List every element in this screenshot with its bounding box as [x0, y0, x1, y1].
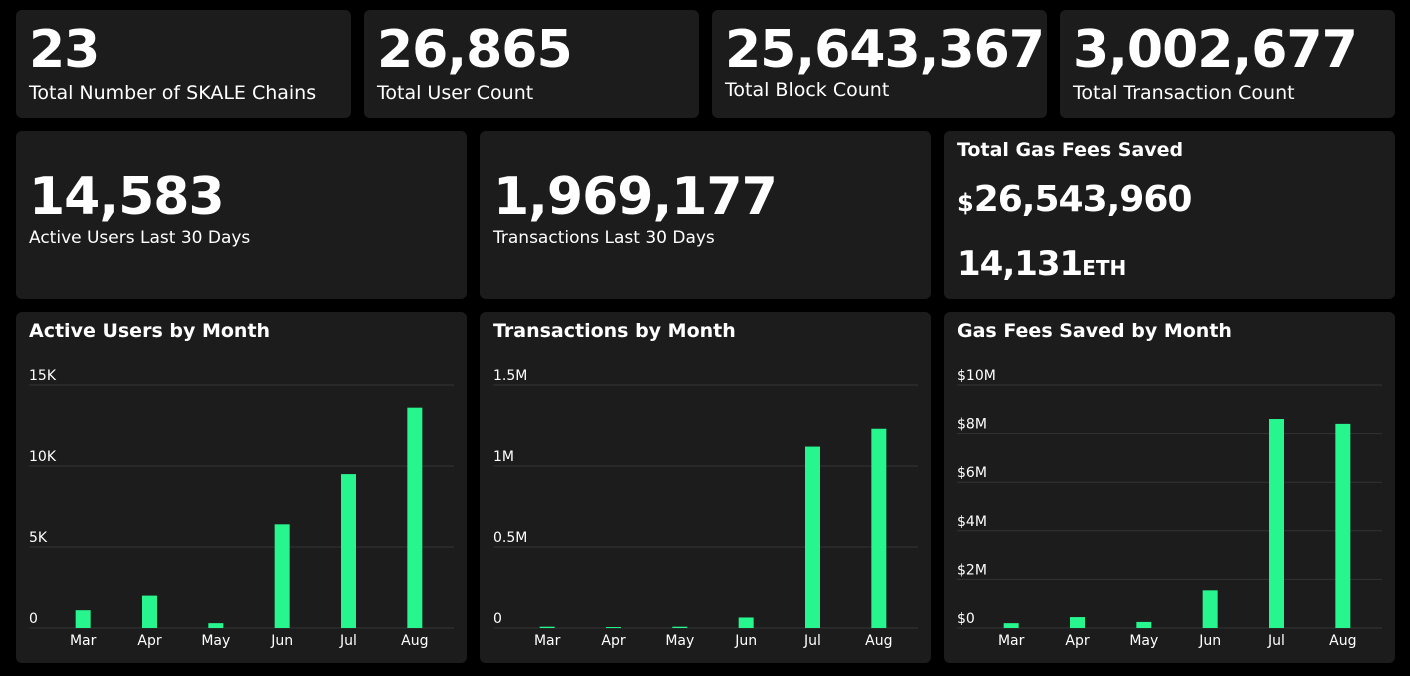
- stat-value-active-users-30d: 14,583: [29, 167, 225, 227]
- x-tick-label: Apr: [1065, 633, 1089, 649]
- chart-card-active-users: Active Users by Month 0 5K 10K 15K Mar Apr May…: [16, 312, 467, 663]
- stat-label-chains: Total Number of SKALE Chains: [29, 82, 317, 104]
- stat-card-active-users-30d: 14,583 Active Users Last 30 Days: [16, 131, 467, 299]
- bar-aug: [871, 428, 887, 628]
- x-tick-label: May: [665, 633, 694, 649]
- stat-label-transactions: Total Transaction Count: [1073, 82, 1295, 104]
- chart-title-active-users: Active Users by Month: [29, 320, 271, 342]
- y-tick-label: 5K: [29, 530, 48, 546]
- x-tick-label: Mar: [998, 633, 1025, 649]
- bar-apr: [606, 627, 621, 629]
- stat-card-blocks: 25,643,367 Total Block Count: [712, 10, 1047, 118]
- bar-jul: [1269, 419, 1284, 628]
- gas-fees-eth-value: 14,131: [957, 244, 1083, 284]
- x-tick-label: Mar: [534, 633, 561, 649]
- stat-card-users: 26,865 Total User Count: [364, 10, 699, 118]
- y-tick-label: 1.5M: [493, 368, 527, 384]
- x-tick-label: Aug: [401, 633, 428, 649]
- stat-value-blocks: 25,643,367: [725, 20, 1045, 80]
- y-tick-label: $10M: [957, 368, 996, 384]
- bar-mar: [1003, 623, 1019, 628]
- stat-label-transactions-30d: Transactions Last 30 Days: [493, 228, 715, 248]
- x-tick-label: Apr: [137, 633, 161, 649]
- chart-title-transactions: Transactions by Month: [493, 320, 736, 342]
- x-tick-label: Apr: [601, 633, 625, 649]
- x-tick-label: Jul: [1267, 633, 1285, 649]
- bar-jul: [341, 474, 356, 628]
- y-tick-label: 15K: [29, 368, 57, 384]
- gas-fees-eth: 14,131ETH: [957, 244, 1126, 284]
- x-tick-label: Jul: [803, 633, 821, 649]
- bar-apr: [1070, 617, 1085, 628]
- x-tick-label: May: [201, 633, 230, 649]
- bar-aug: [1335, 423, 1351, 628]
- stat-value-chains: 23: [29, 20, 100, 80]
- stat-card-chains: 23 Total Number of SKALE Chains: [16, 10, 351, 118]
- x-tick-label: Jun: [1198, 633, 1221, 649]
- gas-fees-title: Total Gas Fees Saved: [957, 139, 1184, 161]
- x-tick-label: Jul: [339, 633, 357, 649]
- y-tick-label: 1M: [493, 449, 514, 465]
- y-tick-label: 10K: [29, 449, 57, 465]
- chart-card-transactions: Transactions by Month 0 0.5M 1M 1.5M Mar Apr M…: [480, 312, 931, 663]
- gas-fees-usd-value: 26,543,960: [973, 179, 1193, 220]
- stat-value-transactions-30d: 1,969,177: [493, 167, 778, 227]
- bar-jun: [1202, 590, 1218, 628]
- bar-jun: [274, 524, 290, 628]
- bar-may: [208, 623, 224, 628]
- x-tick-label: Aug: [1329, 633, 1356, 649]
- bar-may: [672, 626, 688, 628]
- usd-symbol: $: [957, 189, 974, 217]
- y-tick-label: $6M: [957, 465, 987, 481]
- bar-jun: [738, 617, 754, 628]
- x-tick-label: Jun: [734, 633, 757, 649]
- y-tick-label: $0: [957, 611, 975, 627]
- bar-aug: [407, 407, 423, 628]
- y-tick-label: 0.5M: [493, 530, 527, 546]
- gas-fees-card: Total Gas Fees Saved $26,543,960 14,131E…: [944, 131, 1395, 299]
- stat-value-transactions: 3,002,677: [1073, 20, 1358, 80]
- bar-mar: [75, 610, 91, 628]
- y-tick-label: $8M: [957, 417, 987, 433]
- eth-unit: ETH: [1082, 256, 1127, 280]
- y-tick-label: $4M: [957, 514, 987, 530]
- chart-transactions: 0 0.5M 1M 1.5M Mar Apr May Jun Jul Aug: [493, 368, 918, 649]
- bar-mar: [539, 626, 555, 628]
- y-tick-label: $2M: [957, 562, 987, 578]
- chart-active-users: 0 5K 10K 15K Mar Apr May Jun Jul Aug: [29, 368, 454, 649]
- stat-label-active-users-30d: Active Users Last 30 Days: [29, 228, 251, 248]
- chart-card-gas-fees: Gas Fees Saved by Month $0 $2M $4M $6M $8M $1…: [944, 312, 1395, 663]
- stat-label-blocks: Total Block Count: [725, 79, 890, 101]
- x-tick-label: Aug: [865, 633, 892, 649]
- chart-title-gas-fees: Gas Fees Saved by Month: [957, 320, 1232, 342]
- x-tick-label: May: [1129, 633, 1158, 649]
- bar-jul: [805, 446, 820, 628]
- stat-card-transactions: 3,002,677 Total Transaction Count: [1060, 10, 1395, 118]
- y-tick-label: 0: [29, 611, 38, 627]
- bar-may: [1136, 621, 1152, 628]
- gas-fees-usd: $26,543,960: [957, 179, 1193, 220]
- stat-card-transactions-30d: 1,969,177 Transactions Last 30 Days: [480, 131, 931, 299]
- y-tick-label: 0: [493, 611, 502, 627]
- x-tick-label: Mar: [70, 633, 97, 649]
- chart-gas-fees: $0 $2M $4M $6M $8M $10M Mar Apr May Jun Jul Aug: [957, 368, 1382, 649]
- stat-label-users: Total User Count: [377, 82, 534, 104]
- bar-apr: [142, 595, 157, 628]
- stat-value-users: 26,865: [377, 20, 573, 80]
- x-tick-label: Jun: [270, 633, 293, 649]
